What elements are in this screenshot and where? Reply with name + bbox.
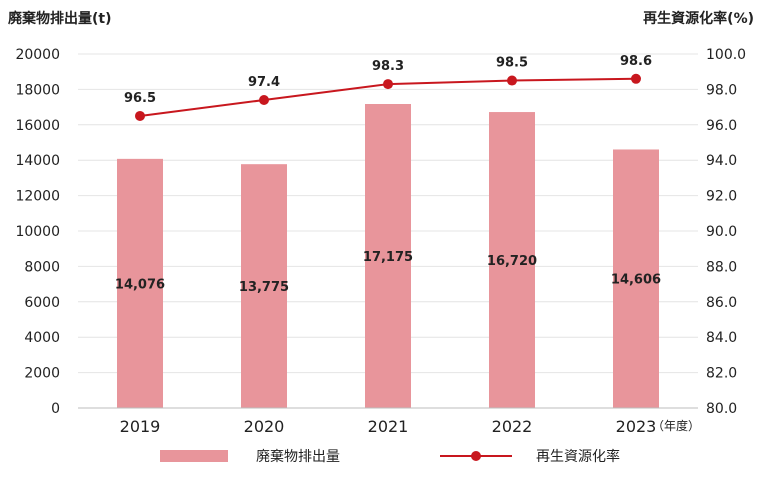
rate-value-label: 98.6	[620, 54, 652, 69]
right-tick-label: 88.0	[706, 259, 737, 275]
right-tick-label: 98.0	[706, 82, 737, 98]
left-tick-label: 8000	[24, 259, 60, 275]
left-tick-label: 6000	[24, 295, 60, 311]
right-tick-label: 92.0	[706, 189, 737, 205]
bar	[489, 112, 535, 408]
left-tick-label: 12000	[15, 189, 60, 205]
right-tick-label: 86.0	[706, 295, 737, 311]
bar	[117, 158, 163, 408]
rate-point	[135, 110, 145, 121]
x-tick-label: 2022	[492, 417, 533, 436]
left-tick-label: 18000	[15, 82, 60, 98]
right-axis-title: 再生資源化率(%)	[643, 11, 754, 27]
rate-value-label: 97.4	[248, 75, 280, 90]
left-tick-label: 14000	[15, 153, 60, 169]
legend-line-label: 再生資源化率	[536, 448, 620, 465]
left-axis-title: 廃棄物排出量(t)	[8, 11, 112, 27]
rate-point	[259, 95, 269, 106]
right-tick-label: 82.0	[706, 366, 737, 382]
x-tick-label: 2023	[616, 417, 657, 436]
x-unit-label: （年度）	[652, 418, 700, 433]
rate-point	[631, 73, 641, 84]
right-tick-label: 80.0	[706, 401, 737, 417]
rate-value-label: 96.5	[124, 91, 156, 106]
right-tick-label: 94.0	[706, 153, 737, 169]
rate-value-label: 98.5	[496, 56, 528, 71]
rate-point	[383, 79, 393, 90]
right-tick-label: 84.0	[706, 330, 737, 346]
left-tick-label: 2000	[24, 366, 60, 382]
left-tick-label: 10000	[15, 224, 60, 240]
bar-value-label: 13,775	[239, 280, 289, 295]
x-tick-label: 2019	[120, 417, 161, 436]
bar-value-label: 14,606	[611, 273, 661, 288]
legend-line-marker	[471, 451, 481, 461]
rate-point	[507, 75, 517, 86]
bar	[365, 104, 411, 408]
x-tick-label: 2021	[368, 417, 409, 436]
left-tick-label: 4000	[24, 330, 60, 346]
right-tick-label: 100.0	[706, 47, 746, 63]
bar-value-label: 16,720	[487, 254, 537, 269]
x-tick-label: 2020	[244, 417, 285, 436]
bar	[613, 149, 659, 408]
right-tick-label: 96.0	[706, 118, 737, 134]
legend-bar-label: 廃棄物排出量	[256, 448, 340, 465]
right-tick-label: 90.0	[706, 224, 737, 240]
left-tick-label: 20000	[15, 47, 60, 63]
left-tick-label: 16000	[15, 118, 60, 134]
bar-value-label: 14,076	[115, 277, 165, 292]
bar-value-label: 17,175	[363, 250, 413, 265]
legend-bar-swatch	[160, 450, 228, 462]
left-tick-label: 0	[51, 401, 60, 417]
bar	[241, 164, 287, 408]
rate-value-label: 98.3	[372, 59, 404, 74]
